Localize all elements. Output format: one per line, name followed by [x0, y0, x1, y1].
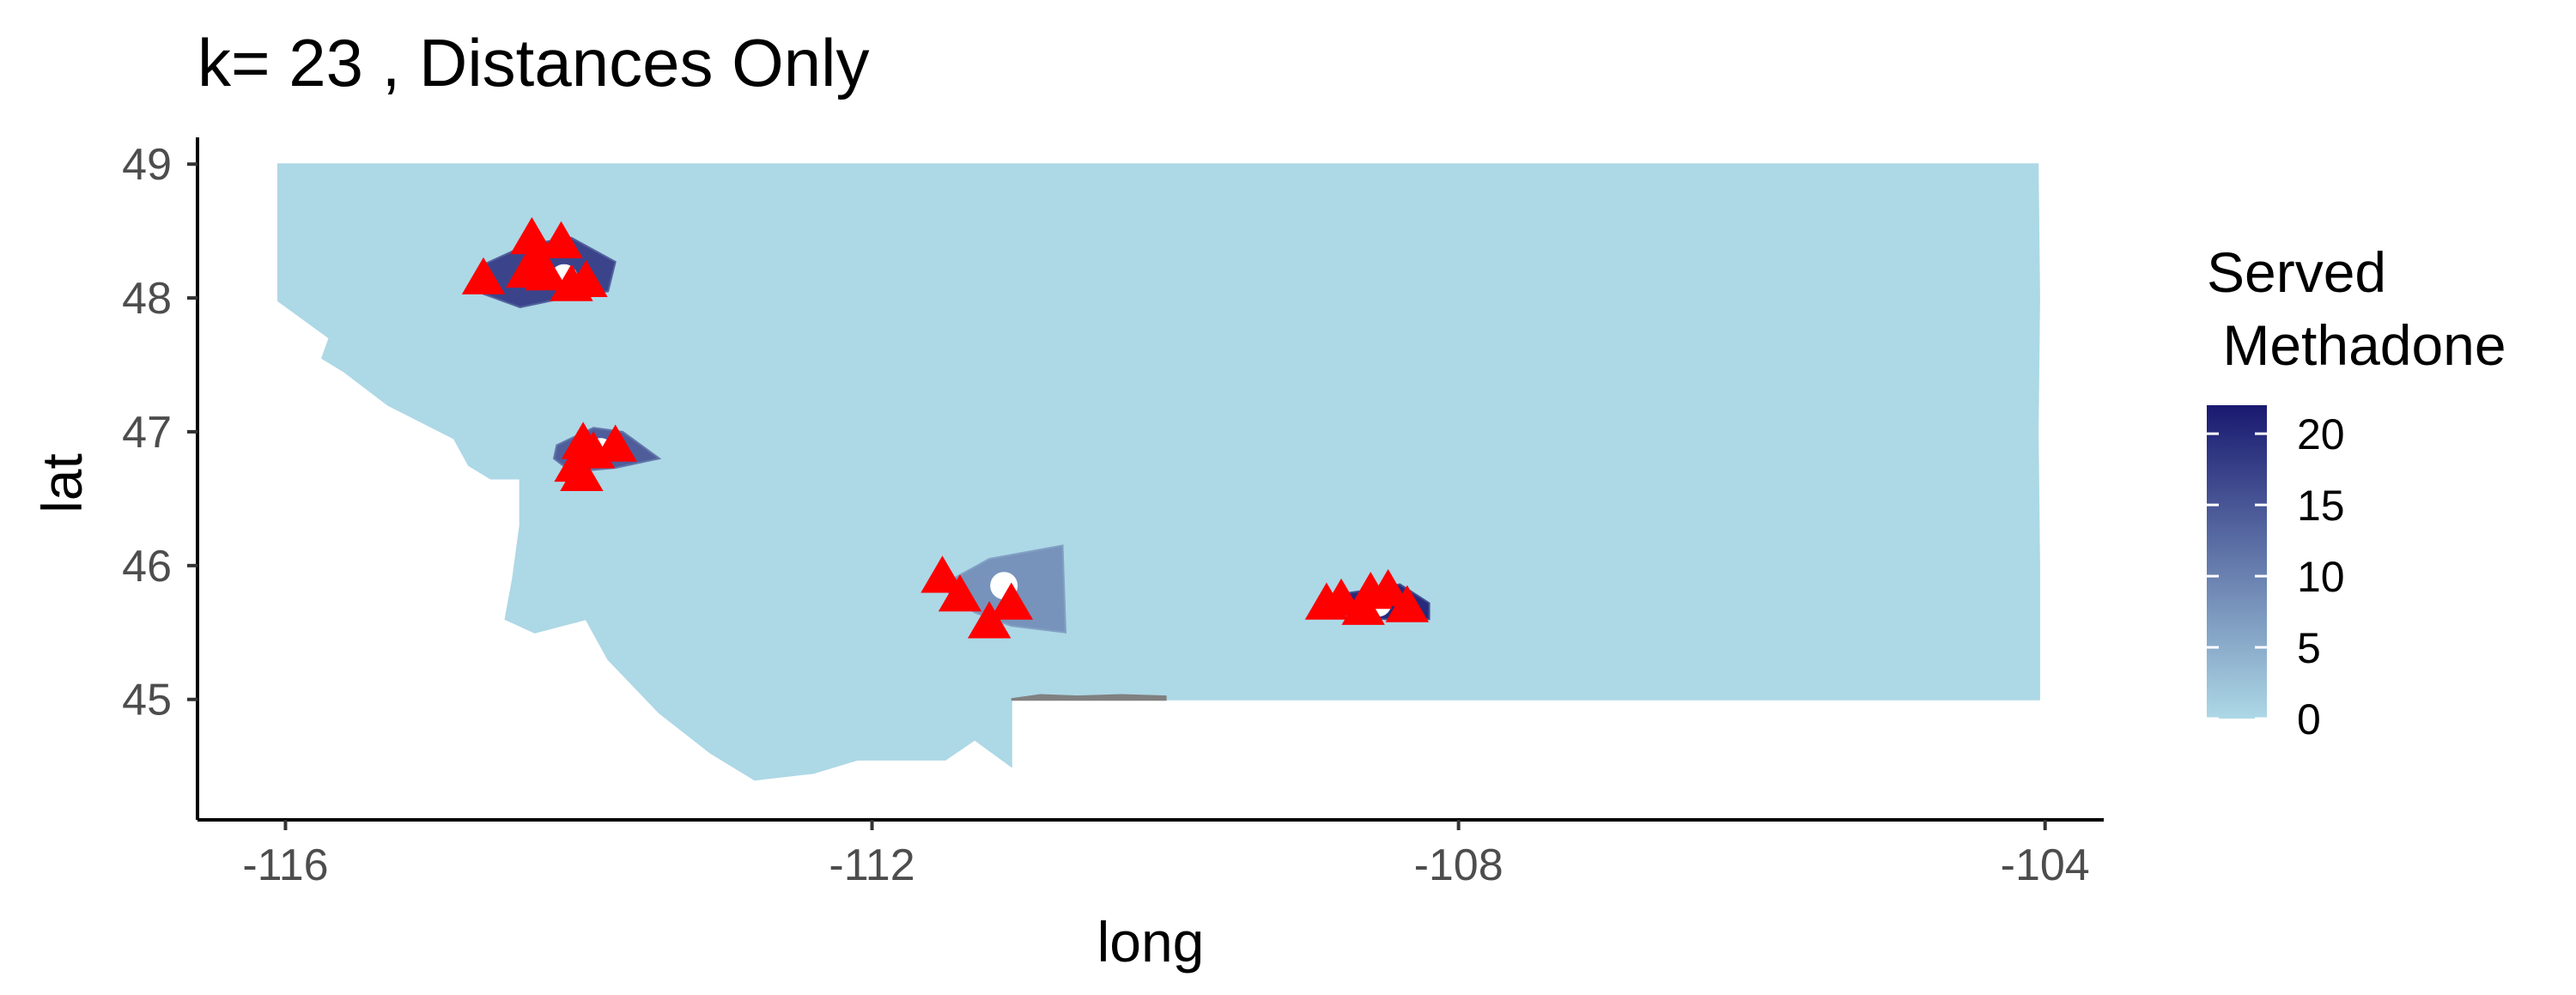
- facility-marker-16: [989, 582, 1033, 620]
- x-tick-label: -108: [1414, 840, 1504, 890]
- facility-marker-23: [1341, 587, 1385, 625]
- y-tick-label: 48: [122, 274, 172, 324]
- legend: Served Methadone 0 5 10 15 20: [2207, 240, 2506, 743]
- legend-tick-label: 0: [2297, 695, 2321, 743]
- legend-tick-label: 20: [2297, 410, 2345, 458]
- legend-title-line-2: Methadone: [2207, 313, 2506, 377]
- x-tick-label: -104: [2001, 840, 2090, 890]
- y-ticks: 45 46 47 48 49: [122, 140, 197, 725]
- legend-tick-label: 10: [2297, 553, 2345, 601]
- y-axis-title: lat: [30, 453, 94, 513]
- x-tick-label: -116: [242, 840, 328, 890]
- y-tick-label: 47: [122, 408, 172, 458]
- x-ticks: -116 -112 -108 -104: [242, 820, 2090, 890]
- x-axis-title: long: [1097, 910, 1205, 974]
- legend-title-line-1: Served: [2207, 240, 2386, 304]
- legend-colorbar: [2207, 405, 2267, 719]
- facility-marker-21: [1385, 585, 1429, 622]
- facility-marker-22: [1304, 582, 1349, 620]
- facility-marker-17: [968, 601, 1012, 639]
- y-tick-label: 49: [122, 140, 172, 190]
- y-tick-label: 45: [122, 676, 172, 725]
- facility-marker-20: [1366, 568, 1410, 607]
- facility-marker-14: [920, 555, 964, 593]
- facility-marker-2: [539, 221, 583, 258]
- border-sliver: [1011, 694, 1167, 701]
- map-layer: [276, 163, 2040, 781]
- legend-tick-label: 5: [2297, 624, 2321, 672]
- facility-marker-6: [564, 259, 608, 297]
- axes: 45 46 47 48 49 -116 -112 -108 -104: [122, 137, 2104, 890]
- facility-marker-8: [516, 240, 560, 277]
- y-tick-label: 46: [122, 542, 172, 592]
- facility-marker-7: [461, 257, 506, 294]
- x-tick-label: -112: [829, 840, 914, 890]
- facility-marker-13: [560, 453, 604, 491]
- legend-ticks: 0 5 10 15 20: [2207, 410, 2345, 743]
- state-region: [276, 163, 2040, 781]
- facility-marker-15: [938, 574, 982, 612]
- facility-markers-layer: [461, 216, 1429, 639]
- legend-tick-label: 15: [2297, 482, 2345, 530]
- facility-marker-1: [510, 216, 554, 255]
- chart-title: k= 23 , Distances Only: [197, 25, 870, 100]
